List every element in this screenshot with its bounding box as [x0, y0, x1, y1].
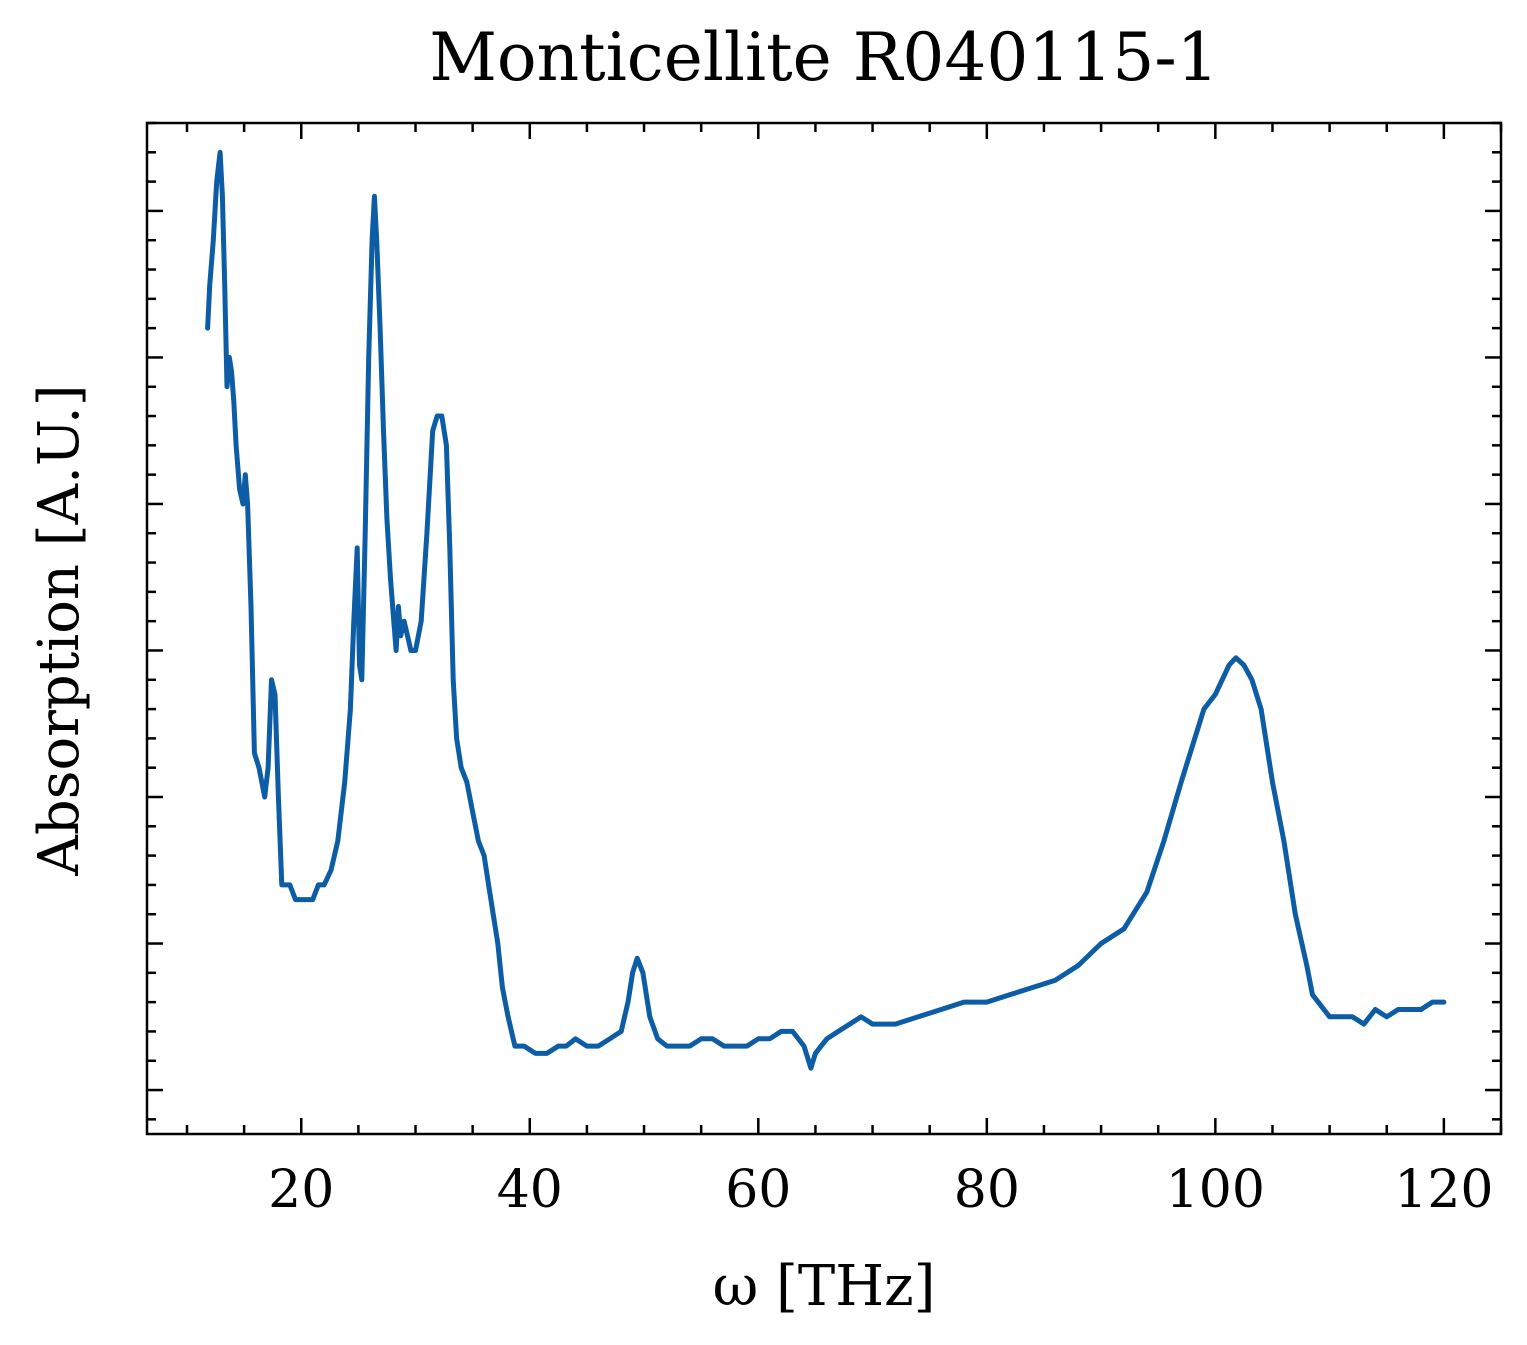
x-tick-label: 120	[1394, 1160, 1493, 1220]
y-axis-label: Absorption [A.U.]	[27, 384, 92, 876]
x-tick-label: 80	[954, 1160, 1020, 1220]
series-line	[205, 149, 1447, 1071]
x-axis-label: ω [THz]	[713, 1254, 936, 1319]
x-tick-label: 40	[497, 1160, 563, 1220]
x-tick-label: 60	[725, 1160, 791, 1220]
x-axis-ticks	[185, 123, 1503, 1134]
x-axis-tick-labels: 20 40 60 80 100 120	[268, 1160, 1493, 1220]
x-tick-label: 20	[268, 1160, 334, 1220]
plot-frame	[145, 121, 1503, 1136]
chart-title: Monticellite R040115-1	[429, 19, 1218, 96]
x-tick-label: 100	[1166, 1160, 1265, 1220]
y-axis-ticks	[147, 121, 1501, 1121]
